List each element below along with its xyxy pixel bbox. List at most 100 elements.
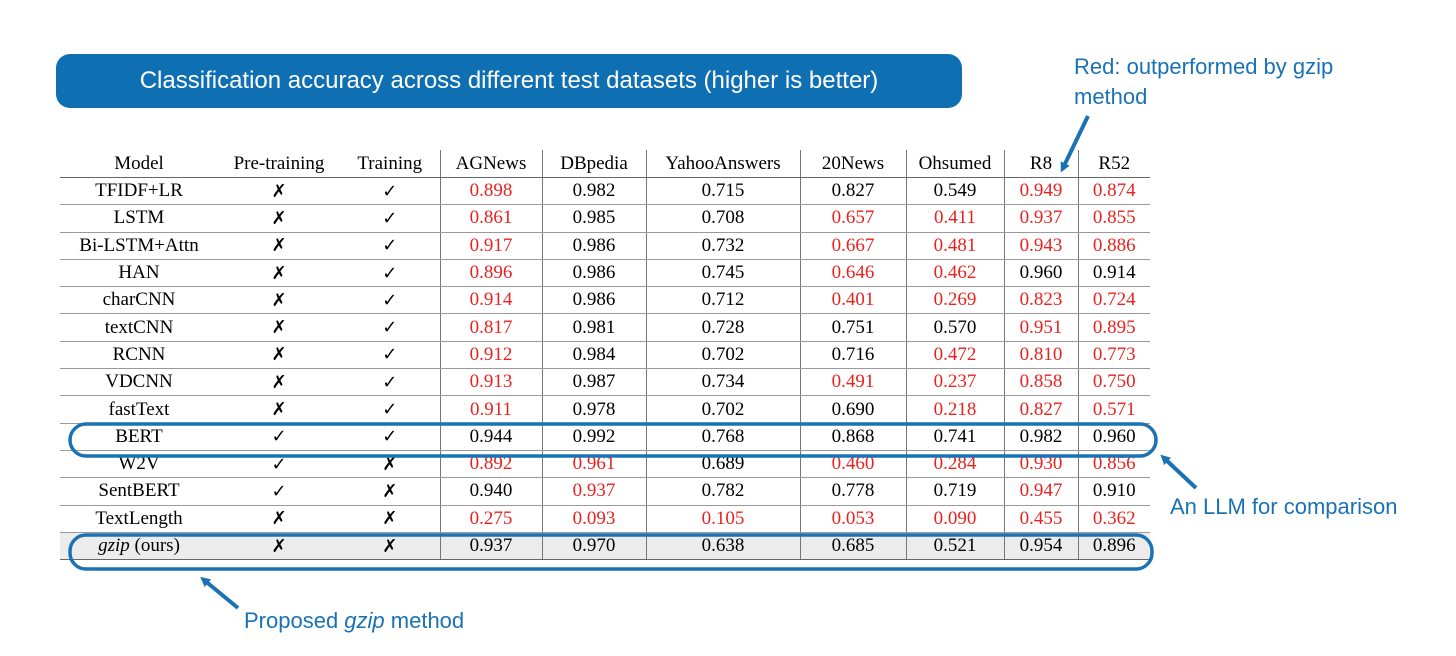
header-row: Model Pre-training Training AGNews DBped…: [60, 150, 1150, 178]
table-row: gzip (ours) ✗ ✗ 0.937 0.970 0.638 0.685 0.521 0.…: [60, 532, 1150, 561]
accuracy-cell-ohsumed: 0.411: [905, 204, 1004, 233]
header-training: Training: [340, 150, 440, 178]
accuracy-cell-dbpedia: 0.986: [541, 232, 646, 260]
header-pretraining: Pre-training: [218, 150, 340, 178]
model-name-cell: LSTM: [60, 204, 218, 233]
table-row: BERT ✓ ✓ 0.944 0.992 0.768 0.868 0.741 0.982 0.96…: [60, 423, 1150, 451]
proposed-note-suffix: method: [384, 608, 465, 633]
title-banner: Classification accuracy across different…: [56, 54, 962, 108]
model-name-suffix: (ours): [129, 535, 180, 556]
accuracy-cell-20news: 0.667: [799, 232, 906, 260]
accuracy-cell-yahooanswers: 0.782: [645, 477, 800, 506]
header-agnews: AGNews: [439, 150, 542, 178]
accuracy-cell-yahooanswers: 0.745: [645, 259, 800, 288]
accuracy-cell-dbpedia: 0.986: [541, 286, 646, 315]
accuracy-cell-r8: 0.930: [1003, 450, 1078, 479]
accuracy-cell-r8: 0.823: [1003, 286, 1078, 315]
accuracy-cell-20news: 0.685: [799, 532, 906, 561]
accuracy-cell-yahooanswers: 0.732: [645, 232, 800, 260]
accuracy-cell-20news: 0.053: [799, 505, 906, 533]
accuracy-cell-ohsumed: 0.237: [905, 368, 1004, 397]
accuracy-cell-dbpedia: 0.961: [541, 450, 646, 479]
accuracy-cell-dbpedia: 0.985: [541, 204, 646, 233]
accuracy-cell-r52: 0.571: [1077, 395, 1150, 424]
table-row: TFIDF+LR ✗ ✓ 0.898 0.982 0.715 0.827 0.549 0.949…: [60, 177, 1150, 206]
gzip-note-arrow: [200, 576, 240, 610]
training-cell: ✓: [340, 259, 440, 288]
training-cell: ✗: [340, 532, 440, 561]
header-dbpedia: DBpedia: [541, 150, 646, 178]
accuracy-cell-ohsumed: 0.549: [905, 177, 1004, 206]
accuracy-cell-r52: 0.855: [1077, 204, 1150, 233]
header-ohsumed: Ohsumed: [905, 150, 1004, 178]
model-name-cell: W2V: [60, 450, 218, 479]
table-row: SentBERT ✓ ✗ 0.940 0.937 0.782 0.778 0.719 0.947…: [60, 477, 1150, 506]
model-name-cell: HAN: [60, 259, 218, 288]
pretraining-cell: ✗: [218, 259, 340, 288]
model-name-cell: VDCNN: [60, 368, 218, 397]
training-cell: ✓: [340, 313, 440, 342]
accuracy-cell-r52: 0.724: [1077, 286, 1150, 315]
accuracy-cell-r52: 0.886: [1077, 232, 1150, 260]
training-cell: ✓: [340, 286, 440, 315]
accuracy-cell-yahooanswers: 0.712: [645, 286, 800, 315]
training-cell: ✓: [340, 177, 440, 206]
model-name-cell: gzip (ours): [60, 532, 218, 561]
accuracy-cell-dbpedia: 0.978: [541, 395, 646, 424]
accuracy-cell-r8: 0.960: [1003, 259, 1078, 288]
training-cell: ✗: [340, 450, 440, 479]
pretraining-cell: ✗: [218, 532, 340, 561]
pretraining-cell: ✗: [218, 395, 340, 424]
accuracy-cell-r52: 0.750: [1077, 368, 1150, 397]
training-cell: ✓: [340, 395, 440, 424]
accuracy-cell-20news: 0.460: [799, 450, 906, 479]
table-row: VDCNN ✗ ✓ 0.913 0.987 0.734 0.491 0.237 0.858 0.7…: [60, 368, 1150, 397]
model-name-cell: SentBERT: [60, 477, 218, 506]
accuracy-cell-agnews: 0.937: [439, 532, 542, 561]
accuracy-cell-agnews: 0.914: [439, 286, 542, 315]
proposed-note-prefix: Proposed: [244, 608, 345, 633]
accuracy-cell-agnews: 0.944: [439, 423, 542, 451]
pretraining-cell: ✗: [218, 286, 340, 315]
accuracy-cell-r8: 0.943: [1003, 232, 1078, 260]
red-legend-note: Red: outperformed by gzip method: [1074, 54, 1334, 109]
pretraining-cell: ✗: [218, 313, 340, 342]
training-cell: ✗: [340, 477, 440, 506]
accuracy-cell-r8: 0.858: [1003, 368, 1078, 397]
pretraining-cell: ✗: [218, 232, 340, 260]
accuracy-cell-r52: 0.773: [1077, 341, 1150, 370]
pretraining-cell: ✓: [218, 450, 340, 479]
model-name-cell: fastText: [60, 395, 218, 424]
accuracy-cell-ohsumed: 0.521: [905, 532, 1004, 561]
accuracy-cell-ohsumed: 0.269: [905, 286, 1004, 315]
accuracy-cell-ohsumed: 0.284: [905, 450, 1004, 479]
accuracy-cell-r52: 0.362: [1077, 505, 1150, 533]
accuracy-cell-20news: 0.690: [799, 395, 906, 424]
model-name-cell: Bi-LSTM+Attn: [60, 232, 218, 260]
table-row: TextLength ✗ ✗ 0.275 0.093 0.105 0.053 0.090 0.4…: [60, 505, 1150, 533]
accuracy-cell-agnews: 0.917: [439, 232, 542, 260]
header-20news: 20News: [799, 150, 906, 178]
accuracy-cell-yahooanswers: 0.702: [645, 395, 800, 424]
accuracy-cell-r8: 0.455: [1003, 505, 1078, 533]
accuracy-cell-agnews: 0.896: [439, 259, 542, 288]
training-cell: ✓: [340, 204, 440, 233]
accuracy-cell-20news: 0.646: [799, 259, 906, 288]
model-name-cell: charCNN: [60, 286, 218, 315]
results-table: Model Pre-training Training AGNews DBped…: [60, 150, 1150, 561]
accuracy-cell-ohsumed: 0.462: [905, 259, 1004, 288]
accuracy-cell-agnews: 0.817: [439, 313, 542, 342]
accuracy-cell-r8: 0.810: [1003, 341, 1078, 370]
model-name-cell: TFIDF+LR: [60, 177, 218, 206]
header-yahooanswers: YahooAnswers: [645, 150, 800, 178]
accuracy-cell-r52: 0.895: [1077, 313, 1150, 342]
model-name-cell: RCNN: [60, 341, 218, 370]
accuracy-cell-dbpedia: 0.982: [541, 177, 646, 206]
accuracy-cell-yahooanswers: 0.689: [645, 450, 800, 479]
accuracy-cell-20news: 0.657: [799, 204, 906, 233]
accuracy-cell-ohsumed: 0.741: [905, 423, 1004, 451]
accuracy-cell-r8: 0.937: [1003, 204, 1078, 233]
accuracy-cell-dbpedia: 0.970: [541, 532, 646, 561]
pretraining-cell: ✓: [218, 477, 340, 506]
header-r52: R52: [1077, 150, 1150, 178]
